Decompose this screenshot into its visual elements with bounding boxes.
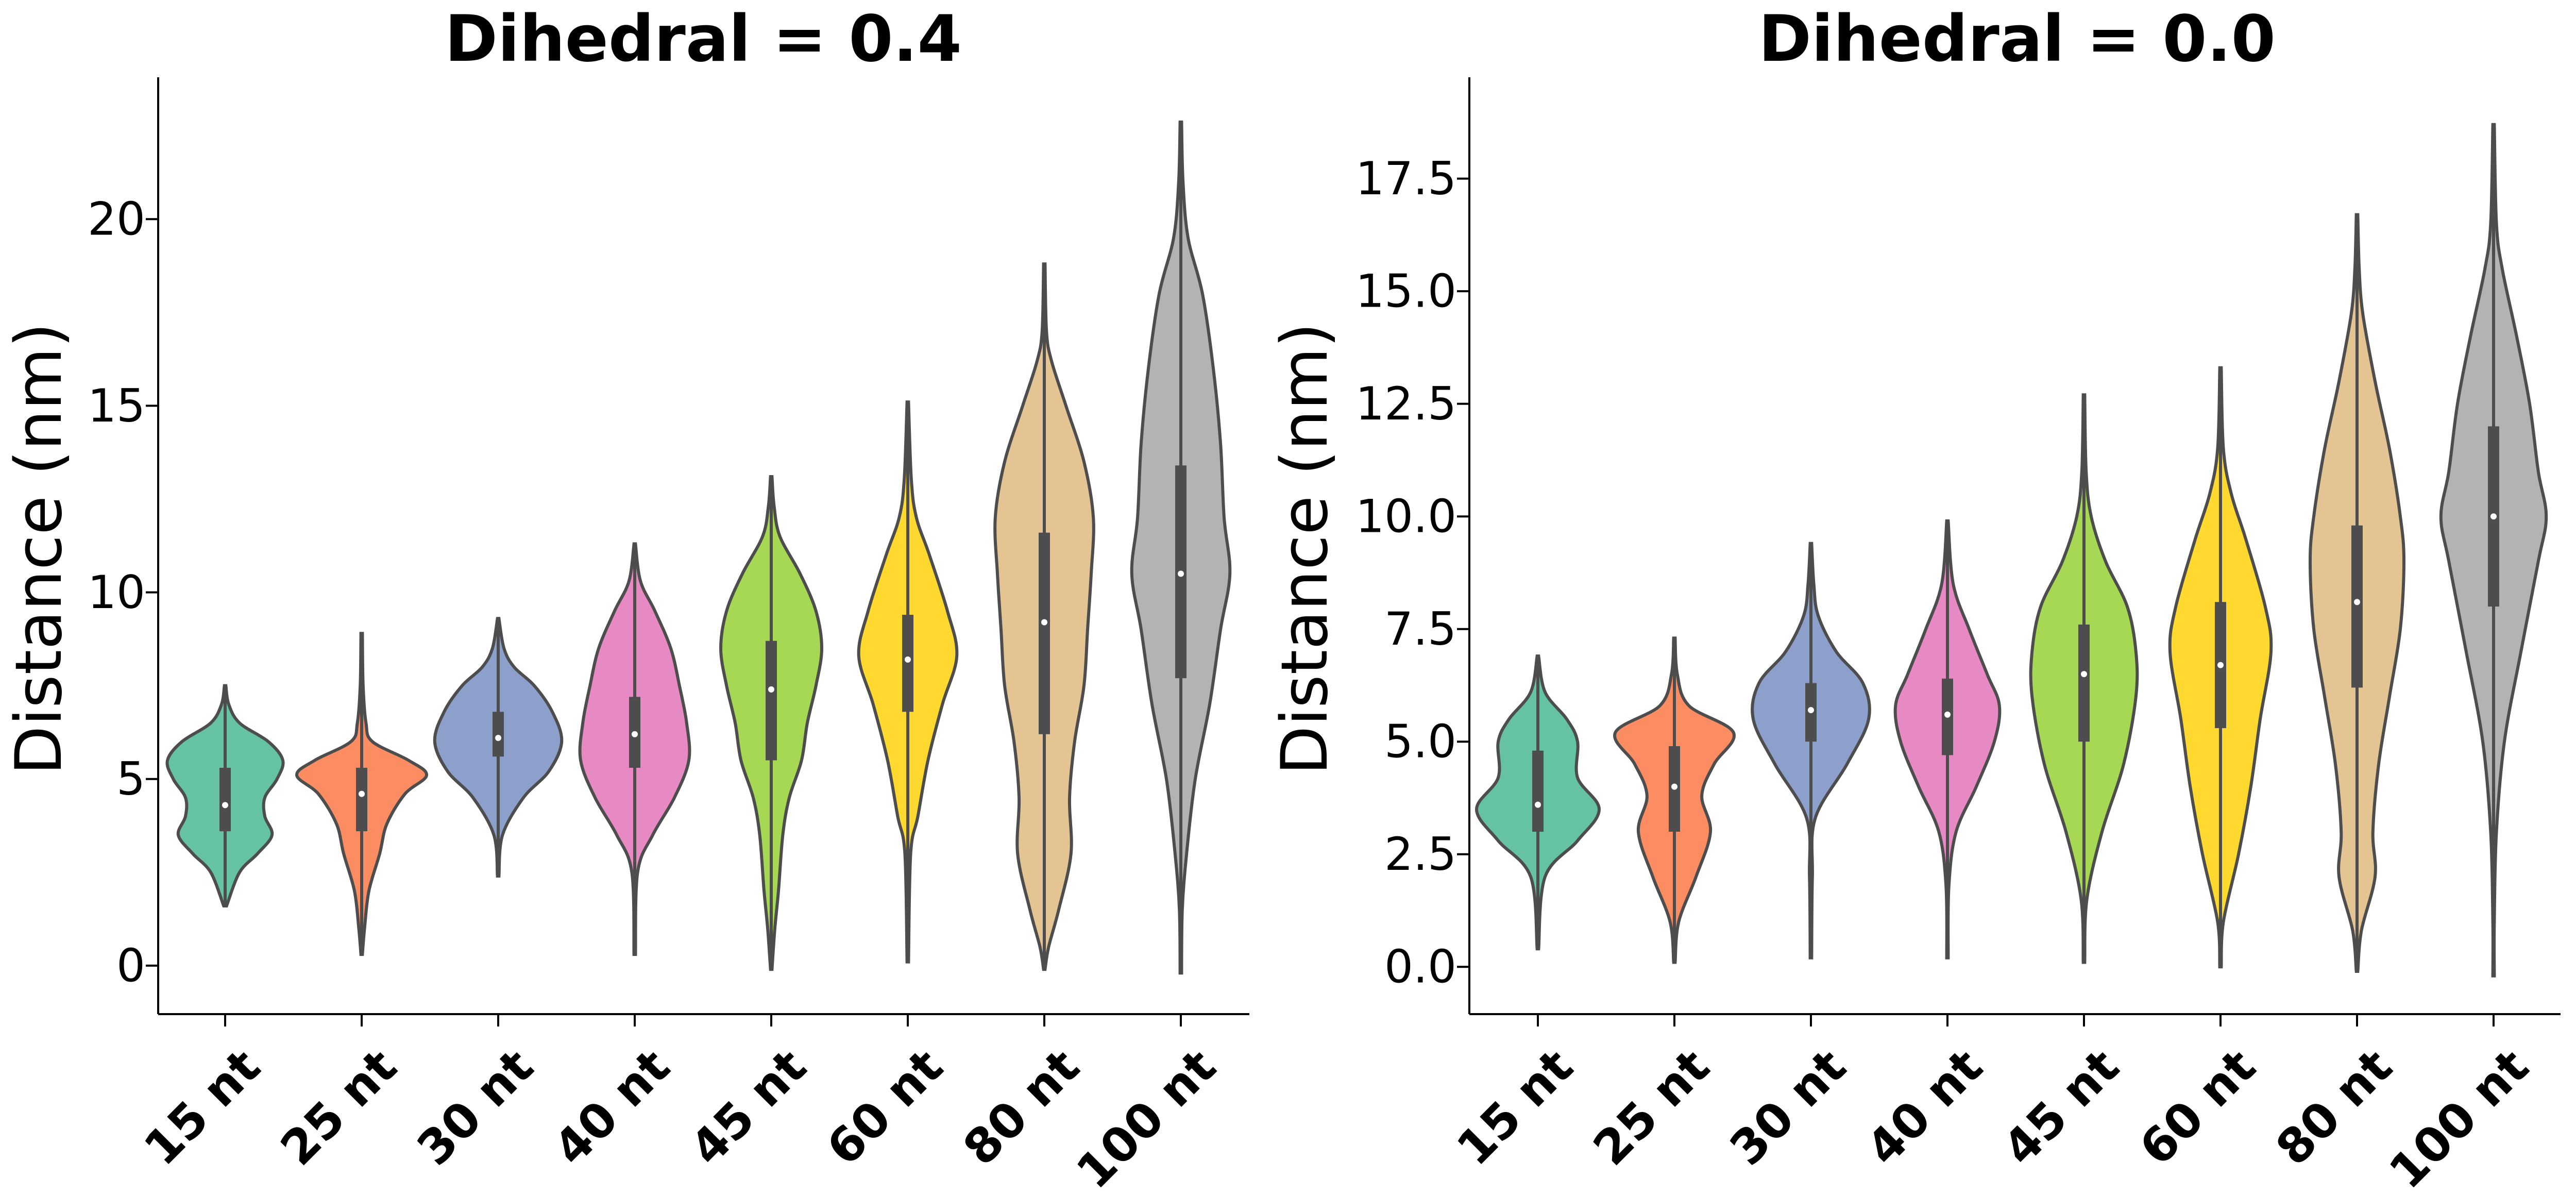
chart-title: Dihedral = 0.0 — [1758, 2, 2276, 76]
y-tick-label: 17.5 — [1355, 152, 1456, 205]
violin-30-nt — [433, 617, 564, 878]
x-tick-label: 15 nt — [1446, 1039, 1583, 1176]
x-tick-label: 100 nt — [1066, 1039, 1227, 1195]
y-tick-label: 5.0 — [1384, 715, 1456, 768]
iqr-box — [2078, 624, 2090, 742]
violin-30-nt — [1751, 542, 1871, 960]
y-tick-label: 10 — [88, 566, 145, 619]
median-point — [905, 656, 911, 663]
x-tick-label: 60 nt — [2129, 1039, 2266, 1176]
x-tick-label: 45 nt — [1992, 1039, 2129, 1176]
median-point — [1808, 707, 1814, 714]
violin-group — [165, 120, 1232, 975]
y-axis-label: Distance (nm) — [1268, 323, 1342, 775]
median-point — [1535, 801, 1541, 808]
violin-80-nt — [993, 262, 1095, 971]
median-point — [632, 731, 638, 737]
median-point — [2354, 599, 2360, 605]
median-point — [359, 790, 365, 797]
violin-25-nt — [295, 632, 428, 956]
violin-15-nt — [165, 684, 285, 907]
violin-group — [1475, 123, 2548, 978]
y-tick-label: 20 — [88, 193, 145, 246]
median-point — [2081, 671, 2087, 678]
median-point — [2490, 513, 2497, 520]
violin-45-nt — [719, 475, 824, 971]
y-tick-label: 12.5 — [1355, 377, 1456, 430]
y-tick-label: 15 — [88, 379, 145, 432]
x-tick-label: 30 nt — [1719, 1039, 1856, 1176]
chart-title: Dihedral = 0.4 — [445, 2, 962, 76]
x-tick-label: 40 nt — [1856, 1039, 1993, 1176]
median-point — [495, 735, 501, 742]
x-tick-label: 80 nt — [953, 1039, 1090, 1176]
iqr-box — [1039, 532, 1050, 734]
median-point — [1178, 570, 1184, 577]
violin-100-nt — [2439, 123, 2548, 978]
y-axis-label: Distance (nm) — [2, 323, 76, 775]
y-tick-label: 15.0 — [1355, 265, 1456, 318]
y-tick-label: 7.5 — [1384, 602, 1456, 655]
violin-45-nt — [2029, 393, 2139, 964]
iqr-box — [356, 767, 367, 832]
iqr-box — [766, 641, 777, 761]
median-point — [2217, 662, 2224, 668]
iqr-box — [1532, 750, 1544, 832]
x-tick-label: 100 nt — [2379, 1039, 2539, 1195]
median-point — [1671, 783, 1677, 790]
violin-100-nt — [1130, 120, 1232, 975]
violin-25-nt — [1613, 636, 1736, 964]
median-point — [1041, 619, 1047, 626]
y-tick-label: 2.5 — [1384, 828, 1456, 881]
iqr-box — [902, 614, 913, 712]
x-tick-label: 30 nt — [406, 1039, 544, 1176]
violin-60-nt — [2168, 366, 2273, 969]
x-tick-label: 40 nt — [543, 1039, 680, 1176]
median-point — [1944, 711, 1951, 718]
x-tick-label: 15 nt — [133, 1039, 270, 1176]
x-tick-label: 25 nt — [270, 1039, 407, 1176]
iqr-box — [219, 767, 231, 832]
violin-80-nt — [2308, 213, 2406, 973]
x-tick-label: 80 nt — [2265, 1039, 2402, 1176]
violin-15-nt — [1475, 654, 1601, 951]
y-tick-label: 10.0 — [1355, 490, 1456, 543]
iqr-box — [2351, 525, 2363, 688]
y-tick-label: 0.0 — [1384, 940, 1456, 994]
violin-60-nt — [857, 400, 959, 964]
x-tick-label: 45 nt — [680, 1039, 817, 1176]
violin-40-nt — [578, 542, 691, 956]
y-tick-label: 5 — [116, 752, 145, 805]
median-point — [222, 802, 228, 809]
violin-40-nt — [1893, 519, 2002, 960]
x-tick-label: 60 nt — [816, 1039, 953, 1176]
y-tick-label: 0 — [116, 939, 145, 992]
iqr-box — [493, 712, 504, 757]
median-point — [768, 686, 774, 693]
x-tick-label: 25 nt — [1583, 1039, 1720, 1176]
